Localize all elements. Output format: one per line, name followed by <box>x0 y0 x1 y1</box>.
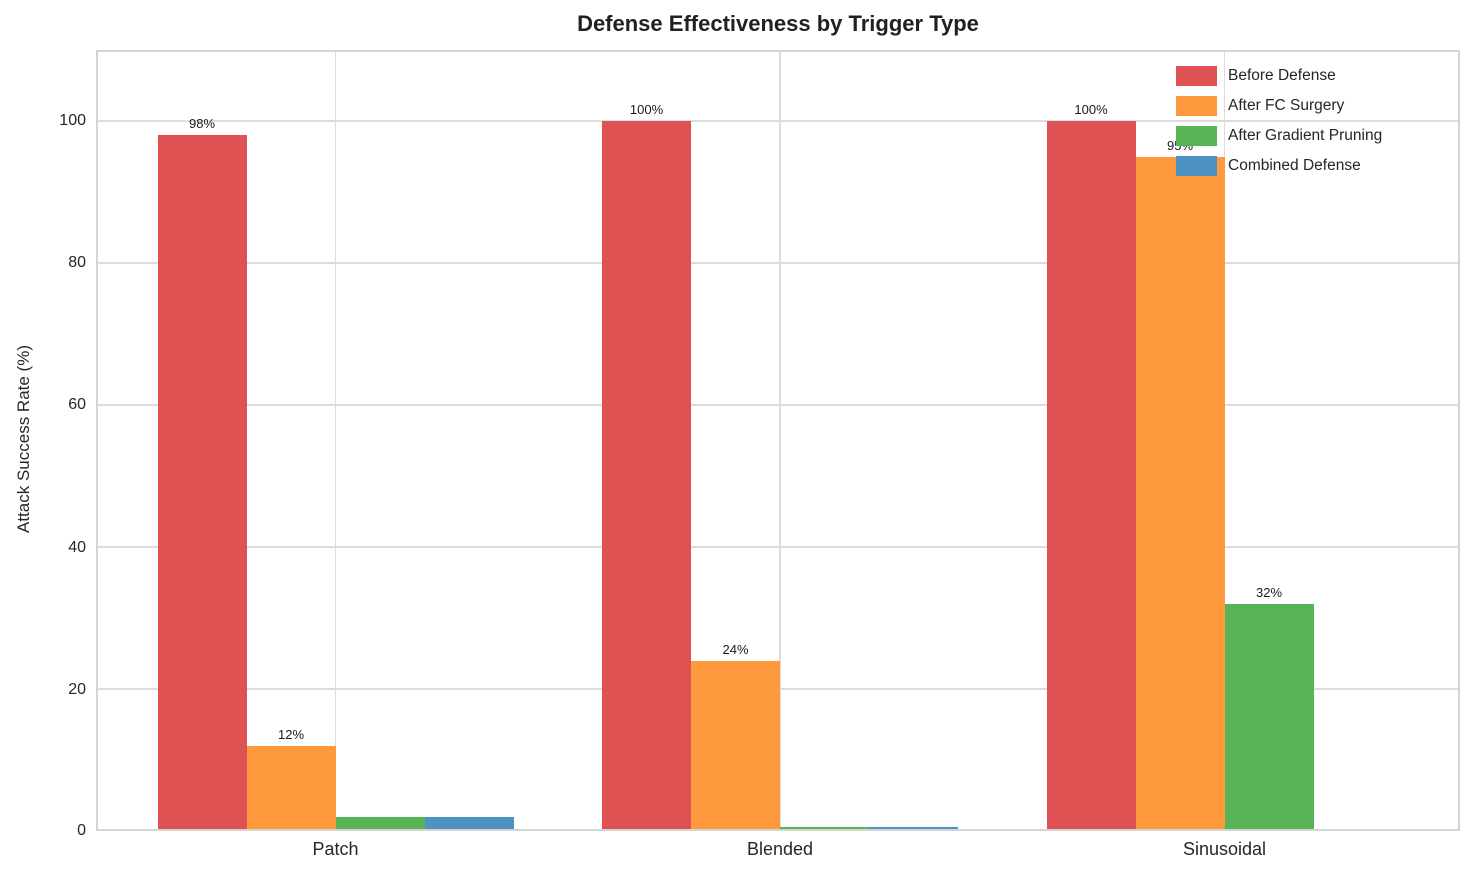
y-tick-label: 40 <box>68 539 86 556</box>
legend-item: After Gradient Pruning <box>1176 126 1382 146</box>
bar-after-gradient-pruning-blended <box>780 827 869 831</box>
bar-after-fc-surgery-blended <box>691 660 780 831</box>
y-tick-label: 100 <box>59 112 86 129</box>
legend-item: Combined Defense <box>1176 156 1382 176</box>
bar-value-label: 100% <box>629 102 664 117</box>
legend-label: After Gradient Pruning <box>1228 127 1383 144</box>
legend-label: Combined Defense <box>1228 157 1361 174</box>
bar-before-defense-sinusoidal <box>1046 121 1136 831</box>
h-gridline <box>96 546 1460 548</box>
legend-label: After FC Surgery <box>1228 97 1345 114</box>
h-gridline <box>96 262 1460 264</box>
bar-value-label: 32% <box>1255 584 1283 600</box>
bar-after-fc-surgery-sinusoidal <box>1135 156 1225 831</box>
bar-before-defense-patch <box>157 135 247 831</box>
bar-value-label: 24% <box>722 641 749 657</box>
bar-after-gradient-pruning-sinusoidal <box>1224 603 1314 831</box>
x-tick-label: Blended <box>746 839 814 859</box>
v-gridline <box>334 50 337 831</box>
bar-combined-defense-blended <box>869 827 958 831</box>
bar-combined-defense-patch <box>424 816 514 831</box>
bar-after-gradient-pruning-patch <box>335 816 425 831</box>
legend-item: Before Defense <box>1176 66 1382 86</box>
v-gridline <box>779 50 781 831</box>
bar-value-label: 98% <box>188 116 216 132</box>
bar-value-label: 100% <box>1074 102 1108 117</box>
y-tick-label: 20 <box>68 681 86 698</box>
legend-swatch-before-defense <box>1176 66 1217 86</box>
h-gridline <box>96 404 1460 406</box>
legend-swatch-after-fc-surgery <box>1176 96 1217 116</box>
legend: Before Defense After FC Surgery After Gr… <box>1176 66 1382 186</box>
bar-before-defense-blended <box>602 121 691 831</box>
h-gridline <box>96 120 1460 122</box>
y-tick-label: 80 <box>68 254 86 271</box>
legend-swatch-combined-defense <box>1176 156 1217 176</box>
y-tick-label: 0 <box>77 822 86 839</box>
y-tick-label: 60 <box>68 396 86 413</box>
chart-title: Defense Effectiveness by Trigger Type <box>577 11 979 36</box>
x-tick-label: Patch <box>312 839 359 859</box>
legend-swatch-after-gradient-pruning <box>1176 126 1217 146</box>
bar-value-label: 12% <box>277 726 305 742</box>
x-tick-label: Sinusoidal <box>1182 839 1267 859</box>
legend-label: Before Defense <box>1228 67 1336 84</box>
plot-area: 98%100%100%12%24%95%32% <box>96 50 1460 831</box>
legend-item: After FC Surgery <box>1176 96 1382 116</box>
bar-after-fc-surgery-patch <box>246 745 336 831</box>
